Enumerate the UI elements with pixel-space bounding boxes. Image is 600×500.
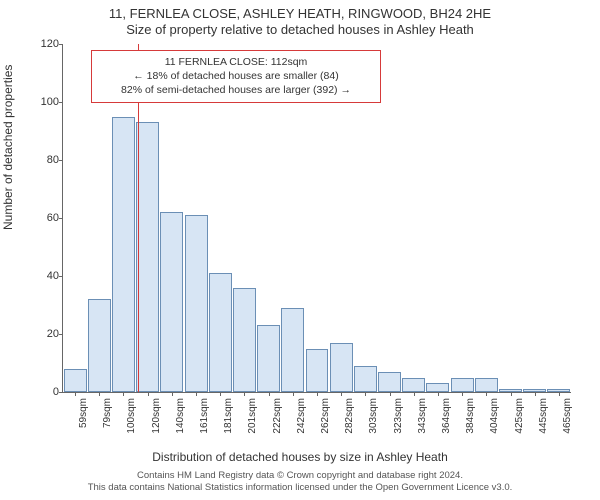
x-tick-label: 120sqm	[151, 398, 162, 434]
x-tick-label: 282sqm	[344, 398, 355, 434]
x-tick-label: 384sqm	[465, 398, 476, 434]
y-tick-label: 20	[47, 328, 59, 340]
y-tick-label: 100	[41, 96, 59, 108]
footer-line1: Contains HM Land Registry data © Crown c…	[0, 470, 600, 482]
x-tick-label: 262sqm	[320, 398, 331, 434]
y-tick-label: 120	[41, 38, 59, 50]
y-axis-label: Number of detached properties	[1, 65, 15, 230]
x-tick-label: 303sqm	[368, 398, 379, 434]
x-axis-label: Distribution of detached houses by size …	[0, 450, 600, 464]
y-tick-label: 60	[47, 212, 59, 224]
x-tick-label: 140sqm	[175, 398, 186, 434]
histogram-bar	[330, 343, 353, 392]
annotation-line2: ← 18% of detached houses are smaller (84…	[100, 69, 372, 83]
histogram-bar	[426, 383, 449, 392]
plot-area: 11 FERNLEA CLOSE: 112sqm ← 18% of detach…	[62, 44, 571, 393]
histogram-bar	[185, 215, 208, 392]
histogram-bar	[354, 366, 377, 392]
histogram-bar	[257, 325, 280, 392]
histogram-bar	[209, 273, 232, 392]
footer-line2: This data contains National Statistics i…	[0, 482, 600, 494]
histogram-bar	[402, 378, 425, 393]
x-tick-label: 222sqm	[272, 398, 283, 434]
footer-attribution: Contains HM Land Registry data © Crown c…	[0, 470, 600, 494]
histogram-bar	[451, 378, 474, 393]
histogram-bar	[475, 378, 498, 393]
histogram-bar	[281, 308, 304, 392]
histogram-bar	[136, 122, 159, 392]
x-tick-label: 323sqm	[393, 398, 404, 434]
y-tick-label: 0	[53, 386, 59, 398]
x-tick-label: 181sqm	[223, 398, 234, 434]
x-tick-label: 425sqm	[514, 398, 525, 434]
histogram-bar	[88, 299, 111, 392]
histogram-bar	[378, 372, 401, 392]
y-tick-label: 40	[47, 270, 59, 282]
x-tick-label: 242sqm	[296, 398, 307, 434]
annotation-line3: 82% of semi-detached houses are larger (…	[100, 83, 372, 97]
x-tick-label: 100sqm	[126, 398, 137, 434]
chart-title-address: 11, FERNLEA CLOSE, ASHLEY HEATH, RINGWOO…	[0, 6, 600, 21]
x-tick-label: 59sqm	[78, 398, 89, 428]
y-tick-label: 80	[47, 154, 59, 166]
x-tick-label: 161sqm	[199, 398, 210, 434]
x-tick-label: 343sqm	[417, 398, 428, 434]
annotation-line1: 11 FERNLEA CLOSE: 112sqm	[100, 55, 372, 69]
x-tick-label: 79sqm	[102, 398, 113, 428]
histogram-bar	[160, 212, 183, 392]
histogram-bar	[306, 349, 329, 393]
chart-subtitle: Size of property relative to detached ho…	[0, 22, 600, 37]
x-tick-label: 364sqm	[441, 398, 452, 434]
x-tick-label: 465sqm	[562, 398, 573, 434]
histogram-bar	[112, 117, 135, 393]
x-tick-label: 201sqm	[247, 398, 258, 434]
annotation-box: 11 FERNLEA CLOSE: 112sqm ← 18% of detach…	[91, 50, 381, 103]
x-tick-label: 404sqm	[489, 398, 500, 434]
histogram-bar	[233, 288, 256, 392]
histogram-bar	[64, 369, 87, 392]
chart-container: 11, FERNLEA CLOSE, ASHLEY HEATH, RINGWOO…	[0, 0, 600, 500]
x-tick-label: 445sqm	[538, 398, 549, 434]
